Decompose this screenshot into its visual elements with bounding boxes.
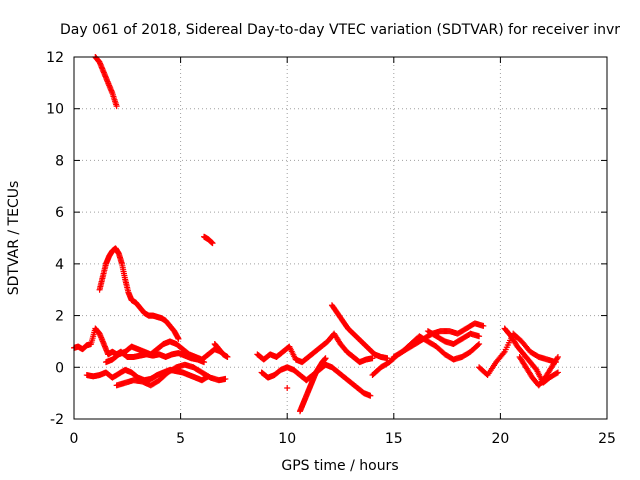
data-point: [475, 341, 482, 348]
series-early-band-d: [113, 361, 229, 389]
data-point: [554, 369, 561, 376]
data-point: [367, 392, 374, 399]
x-tick-label: 25: [598, 431, 616, 447]
data-point: [284, 384, 291, 391]
y-tick-label: 8: [55, 153, 64, 169]
y-axis-label: SDTVAR / TECUs: [6, 181, 22, 296]
x-tick-label: 5: [176, 431, 185, 447]
data-point: [224, 353, 231, 360]
series-high-early: [92, 54, 120, 110]
y-tick-label: 6: [55, 205, 64, 221]
data-point: [480, 322, 487, 329]
tick-labels: 0 5 10 15 20 25 -2 0 2 4 6 8 10 12: [46, 50, 616, 447]
plot-frame: [73, 56, 608, 420]
series-evening-f: [516, 353, 561, 389]
data-point: [175, 335, 182, 342]
series-isolated: [201, 233, 216, 247]
data-point: [554, 355, 561, 362]
data-point: [222, 375, 229, 382]
chart-title: Day 061 of 2018, Sidereal Day-to-day VTE…: [60, 22, 620, 38]
series-midday-b: [258, 361, 374, 399]
grid: [74, 57, 607, 419]
data-point: [476, 333, 483, 340]
series-midday-c: [328, 302, 391, 362]
series-midday-dip: [296, 355, 329, 415]
x-axis-label: GPS time / hours: [281, 458, 398, 474]
y-tick-label: -2: [50, 412, 64, 428]
data-point: [369, 355, 376, 362]
x-tick-label: 20: [491, 431, 509, 447]
series-evening-c: [424, 328, 483, 348]
series-evening-b: [390, 333, 483, 363]
data-point: [322, 355, 329, 362]
data-point: [209, 240, 216, 247]
data-point: [554, 353, 561, 360]
data-point: [553, 370, 560, 377]
y-tick-label: 10: [46, 102, 64, 118]
data-point: [384, 355, 391, 362]
y-tick-label: 4: [55, 257, 64, 273]
x-tick-label: 10: [278, 431, 296, 447]
series-midday-isolated: [284, 384, 291, 391]
series-early-tail: [211, 341, 231, 360]
series-hump: [96, 245, 182, 342]
data-point: [113, 103, 120, 110]
x-tick-label: 0: [70, 431, 79, 447]
x-tick-label: 15: [385, 431, 403, 447]
series-midday-a: [254, 330, 376, 366]
y-tick-label: 0: [55, 360, 64, 376]
y-tick-label: 2: [55, 309, 64, 325]
y-tick-label: 12: [46, 50, 64, 66]
data-points: [71, 54, 561, 415]
series-early-band-c: [102, 338, 225, 366]
data-point: [500, 350, 507, 357]
series-early-band-a: [71, 325, 208, 366]
data-point: [476, 341, 483, 348]
